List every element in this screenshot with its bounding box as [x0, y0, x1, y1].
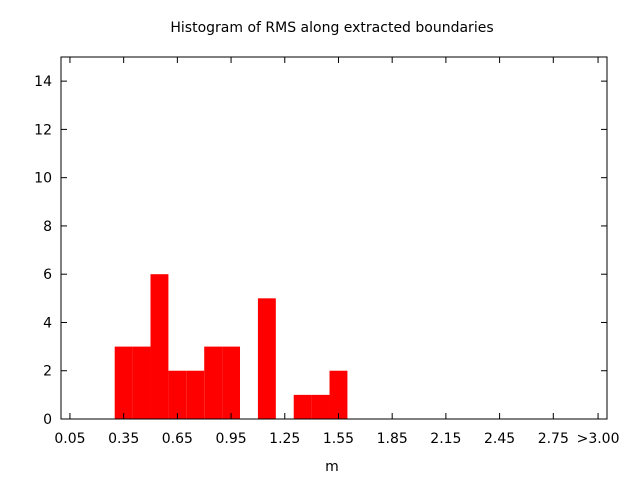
- histogram-bar: [257, 298, 276, 419]
- plot-frame: [60, 56, 608, 420]
- y-tick-label: 2: [43, 364, 52, 380]
- chart-title: Histogram of RMS along extracted boundar…: [170, 20, 493, 36]
- x-tick-label: 0.05: [54, 431, 85, 447]
- x-tick-label: 1.55: [323, 431, 354, 447]
- y-tick-label: 6: [43, 267, 52, 283]
- x-tick-label: 1.25: [269, 431, 300, 447]
- y-tick-label: 8: [43, 219, 52, 235]
- histogram-bar: [114, 346, 133, 419]
- histogram-bar: [150, 274, 169, 419]
- x-tick-label: 0.35: [108, 431, 139, 447]
- histogram-bar: [186, 370, 205, 419]
- histogram-bar: [293, 394, 312, 419]
- y-axis: 0 2 4 6 8 10 12 14: [34, 74, 607, 428]
- histogram-bar: [311, 394, 330, 419]
- x-axis: 0.05 0.35 0.65 0.95 1.25 1.55 1.85 2.15 2.45 2.75…: [54, 57, 620, 447]
- y-tick-label: 4: [43, 315, 52, 331]
- y-tick-label: 0: [43, 412, 52, 428]
- x-tick-label: >3.00: [577, 431, 620, 447]
- histogram-bar: [132, 346, 151, 419]
- histogram-bar: [204, 346, 223, 419]
- x-tick-label: 2.45: [484, 431, 515, 447]
- x-tick-label: 1.85: [377, 431, 408, 447]
- histogram-bar: [329, 370, 348, 419]
- x-tick-label: 0.95: [215, 431, 246, 447]
- x-tick-label: 0.65: [162, 431, 193, 447]
- bars-group: [114, 274, 348, 419]
- histogram-bar: [222, 346, 241, 419]
- x-axis-label: m: [325, 459, 339, 475]
- y-tick-label: 10: [34, 171, 52, 187]
- x-tick-label: 2.15: [430, 431, 461, 447]
- y-tick-label: 12: [34, 122, 52, 138]
- y-tick-label: 14: [34, 74, 52, 90]
- x-tick-label: 2.75: [538, 431, 569, 447]
- histogram-bar: [168, 370, 187, 419]
